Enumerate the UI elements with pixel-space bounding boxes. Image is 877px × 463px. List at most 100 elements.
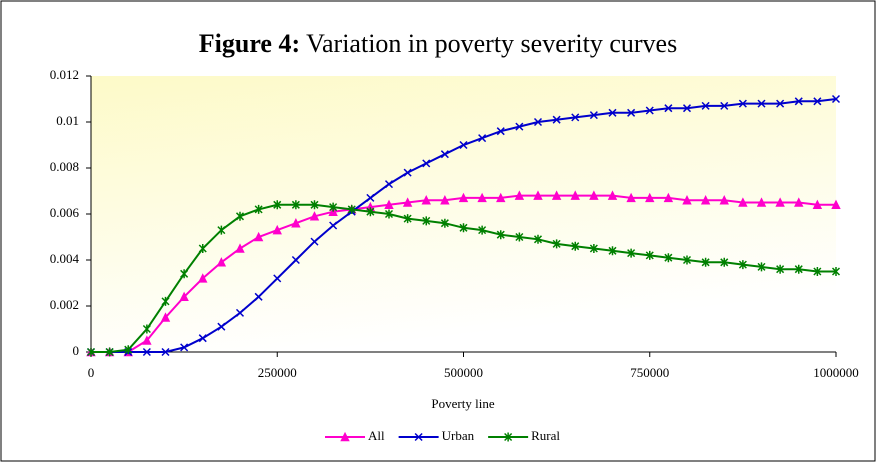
data-point bbox=[496, 127, 505, 136]
data-point bbox=[720, 101, 729, 110]
data-point bbox=[533, 117, 543, 127]
data-point bbox=[459, 140, 468, 150]
data-point bbox=[552, 115, 561, 124]
data-point bbox=[645, 192, 655, 203]
x-tick-label: 0 bbox=[88, 365, 95, 380]
plot-area bbox=[91, 76, 836, 352]
data-point bbox=[720, 257, 729, 267]
data-point bbox=[738, 99, 747, 108]
data-point bbox=[161, 296, 170, 306]
data-point bbox=[180, 269, 189, 279]
data-point bbox=[571, 241, 580, 251]
data-point bbox=[291, 255, 300, 265]
data-point bbox=[272, 224, 282, 235]
title-label: Figure 4: bbox=[199, 29, 300, 58]
data-point bbox=[682, 255, 692, 265]
data-point bbox=[515, 232, 524, 242]
data-point bbox=[776, 99, 785, 108]
data-point bbox=[198, 334, 207, 343]
y-tick-label: 0.006 bbox=[50, 205, 80, 220]
data-point bbox=[142, 335, 152, 345]
data-point bbox=[217, 225, 226, 235]
data-point bbox=[515, 122, 524, 131]
data-point bbox=[403, 168, 412, 177]
y-tick-label: 0.004 bbox=[50, 251, 80, 266]
x-tick-label: 250000 bbox=[258, 365, 297, 380]
legend-label: Urban bbox=[442, 428, 475, 443]
data-point bbox=[124, 345, 133, 355]
data-point bbox=[440, 150, 449, 159]
data-point bbox=[756, 197, 767, 207]
data-point bbox=[478, 225, 487, 235]
data-point bbox=[589, 190, 599, 200]
data-point bbox=[794, 264, 803, 274]
legend-label: Rural bbox=[531, 428, 560, 443]
data-point bbox=[402, 197, 413, 207]
data-point bbox=[645, 250, 654, 260]
data-point bbox=[309, 211, 320, 221]
data-point bbox=[627, 248, 636, 258]
data-point bbox=[682, 104, 692, 113]
y-tick-label: 0.008 bbox=[50, 159, 79, 174]
data-point bbox=[552, 239, 561, 249]
data-point bbox=[384, 209, 394, 219]
data-point bbox=[831, 267, 841, 276]
data-point bbox=[831, 199, 841, 210]
data-point bbox=[589, 111, 598, 120]
title-text: Variation in poverty severity curves bbox=[306, 29, 677, 58]
data-point bbox=[366, 207, 375, 217]
legend-marker bbox=[504, 432, 513, 442]
data-point bbox=[794, 97, 803, 106]
data-point bbox=[514, 190, 525, 200]
data-point bbox=[291, 200, 300, 210]
data-point bbox=[273, 274, 282, 283]
data-point bbox=[440, 195, 450, 205]
data-point bbox=[217, 322, 226, 331]
chart-title: Figure 4: Variation in poverty severity c… bbox=[199, 29, 677, 58]
data-point bbox=[533, 190, 543, 200]
data-point bbox=[664, 253, 673, 263]
data-point bbox=[496, 230, 505, 240]
data-point bbox=[813, 97, 822, 106]
data-point bbox=[329, 202, 338, 212]
y-tick-label: 0.01 bbox=[56, 113, 79, 128]
data-point bbox=[310, 200, 319, 210]
data-point bbox=[663, 192, 674, 203]
x-tick-label: 500000 bbox=[444, 365, 483, 380]
data-point bbox=[607, 190, 618, 200]
data-point bbox=[180, 343, 189, 352]
data-point bbox=[161, 347, 170, 357]
data-point bbox=[422, 216, 431, 226]
data-point bbox=[608, 108, 617, 117]
data-point bbox=[812, 199, 823, 210]
legend-marker bbox=[340, 431, 350, 442]
data-point bbox=[291, 218, 301, 228]
data-point bbox=[235, 211, 245, 221]
data-point bbox=[627, 108, 636, 117]
data-point bbox=[794, 197, 804, 207]
data-point bbox=[142, 324, 151, 334]
data-point bbox=[813, 267, 822, 276]
data-point bbox=[86, 347, 96, 357]
data-point bbox=[384, 180, 394, 189]
y-tick-label: 0 bbox=[73, 343, 80, 358]
data-point bbox=[403, 214, 412, 224]
data-point bbox=[198, 273, 208, 283]
data-point bbox=[366, 193, 375, 202]
data-point bbox=[254, 292, 263, 301]
data-point bbox=[310, 237, 319, 246]
data-point bbox=[645, 106, 654, 115]
data-point bbox=[329, 221, 338, 230]
data-point bbox=[459, 223, 468, 233]
data-point bbox=[719, 195, 729, 205]
data-point bbox=[571, 113, 580, 122]
x-axis-label: Poverty line bbox=[431, 396, 494, 411]
x-tick-label: 750000 bbox=[630, 365, 669, 380]
data-point bbox=[775, 197, 785, 207]
data-point bbox=[235, 243, 245, 253]
legend-label: All bbox=[368, 428, 385, 443]
data-point bbox=[626, 192, 636, 203]
data-point bbox=[682, 195, 692, 205]
y-tick-label: 0.012 bbox=[50, 67, 79, 82]
